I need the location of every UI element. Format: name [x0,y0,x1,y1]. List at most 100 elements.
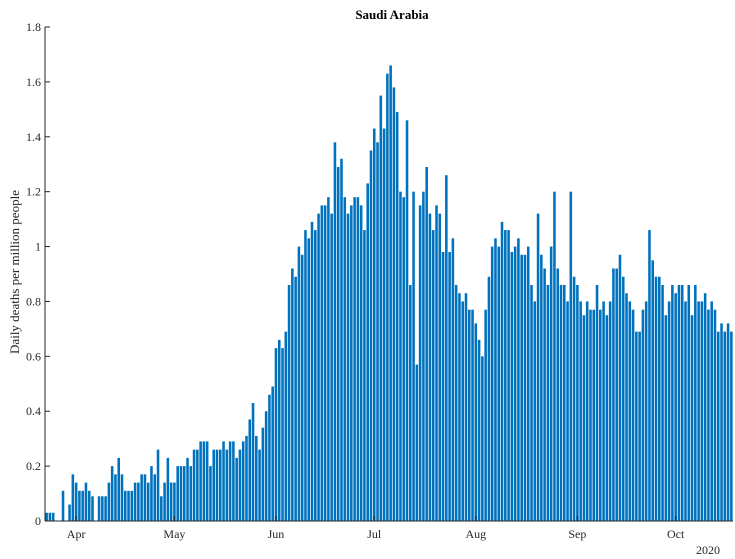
bar [713,309,717,521]
bar [621,276,625,521]
bar [150,466,153,521]
bar [202,441,206,521]
bar [261,427,265,521]
bar-series [45,65,733,522]
bar [51,512,55,521]
bar [300,254,304,522]
bar [592,309,596,521]
bar [274,348,278,521]
bar [189,466,193,521]
bar [723,331,727,521]
bar [595,284,599,521]
bar [356,197,360,521]
bar [284,331,288,521]
bar [241,441,245,521]
bar [677,284,681,521]
y-tick-label: 0.2 [26,459,41,473]
bar [700,301,704,521]
bar [382,128,386,522]
bar [664,315,668,521]
y-tick-label: 0.6 [26,349,41,363]
bar [291,268,294,521]
bar [553,191,556,522]
bar [137,482,140,521]
bar [644,301,648,521]
bar [130,490,134,521]
bar [146,482,150,521]
bar [143,474,147,521]
bar [720,323,723,521]
bar [707,309,710,521]
bar [582,315,586,521]
bar [566,301,569,521]
bar [255,435,258,521]
bar [369,150,373,521]
bar [71,474,75,521]
bar [232,441,235,521]
bar [703,293,707,521]
bar [680,284,684,521]
bar [277,339,281,521]
y-tick-label: 1.6 [26,75,41,89]
bar [533,301,537,521]
x-tick-label: May [163,527,185,541]
bar [605,315,609,521]
bar [520,254,523,522]
bar [281,348,284,521]
bar [268,394,271,521]
bar [219,449,222,521]
bar [186,457,189,521]
bar [490,246,494,521]
bar [176,466,179,521]
x-axis-year-label: 2020 [696,543,720,557]
bar [353,197,356,521]
bar [431,230,435,521]
bar [487,276,491,521]
bar [615,268,618,521]
bar [641,309,645,521]
bar [310,221,314,522]
bar [589,309,592,521]
bar [287,284,291,521]
x-tick-label: Aug [465,527,486,541]
bar [163,482,166,521]
bar [317,213,320,521]
bar [559,284,563,521]
bar [140,474,143,521]
bar [579,301,582,521]
bar [156,449,160,521]
bar [654,276,658,521]
bar [484,309,487,521]
bar [258,449,261,521]
bar [101,496,104,521]
bar [556,268,560,521]
bar [461,301,464,521]
bar [504,230,507,521]
bar [510,252,514,522]
bar [120,474,124,521]
bar [314,230,317,521]
bar [248,419,252,521]
bar [494,238,497,521]
bar [350,205,353,521]
bar [448,252,451,522]
bar [435,205,438,521]
bar [418,205,422,521]
bar [500,221,504,522]
bar [61,490,65,521]
bar [477,339,481,521]
bar [458,293,461,521]
bar [251,402,255,521]
bar [133,482,137,521]
bar [366,183,369,521]
bar [74,482,78,521]
bar [196,449,199,521]
bar [684,301,687,521]
bar [173,482,176,521]
bar [359,205,363,521]
bar [235,457,238,521]
bar [543,268,546,521]
bar [441,252,445,522]
bar [225,449,229,521]
